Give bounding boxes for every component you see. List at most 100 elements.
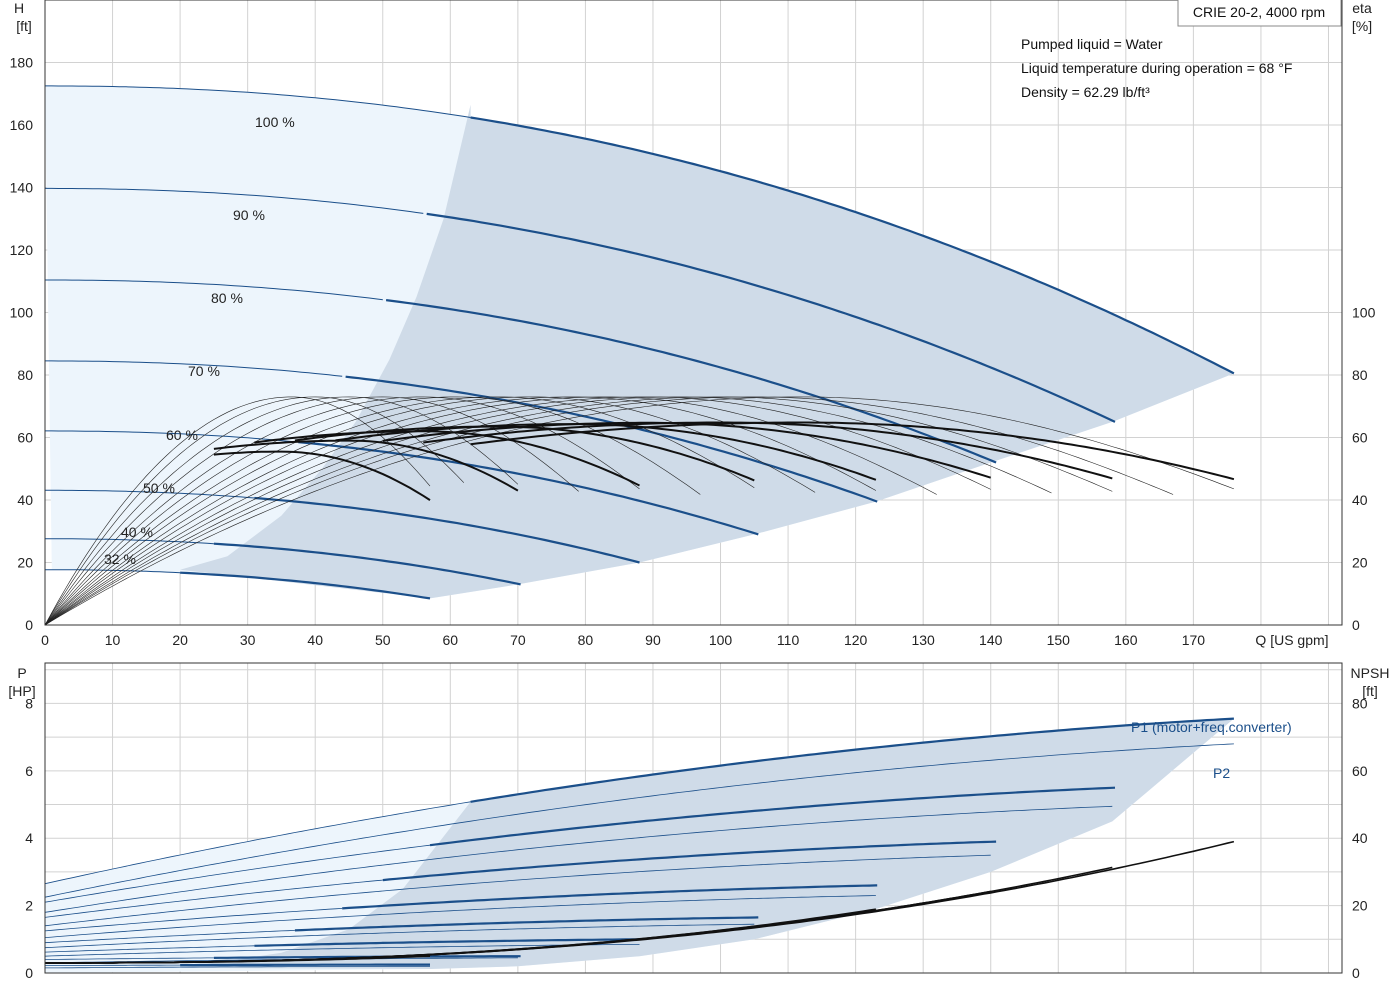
npsh-curve bbox=[45, 955, 431, 964]
p1-series-label: P1 (motor+freq.converter) bbox=[1131, 719, 1292, 735]
top-right-axis-unit-2: [%] bbox=[1352, 18, 1372, 34]
bottom-right-axis-unit-2: [ft] bbox=[1362, 683, 1378, 699]
x-tick-label: 0 bbox=[41, 632, 49, 648]
x-axis-label: Q [US gpm] bbox=[1255, 632, 1328, 648]
p2-curve bbox=[45, 965, 430, 969]
x-tick-label: 170 bbox=[1182, 632, 1206, 648]
left-tick-label: 120 bbox=[10, 242, 34, 258]
speed-label: 100 % bbox=[255, 114, 295, 130]
speed-label: 60 % bbox=[166, 427, 198, 443]
x-tick-label: 70 bbox=[510, 632, 526, 648]
operating-area bbox=[180, 718, 1234, 969]
x-tick-label: 80 bbox=[578, 632, 594, 648]
head-curve-thin bbox=[45, 538, 214, 545]
p2-series-label: P2 bbox=[1213, 765, 1230, 781]
efficiency-curve-thin bbox=[44, 396, 1235, 626]
x-tick-label: 50 bbox=[375, 632, 391, 648]
efficiency-curve-thin bbox=[44, 396, 991, 626]
head-curve-thin bbox=[45, 187, 424, 214]
left-tick-label: 180 bbox=[10, 55, 34, 71]
p1-curve bbox=[180, 963, 430, 967]
head-efficiency-plot: 0 20 40 60 80 100 120 140 160 180 0 20 40 60 80 100 0 10 2… bbox=[10, 0, 1376, 648]
top-tick-labels: 0 20 40 60 80 100 120 140 160 180 0 20 40 60 80 100 0 10 2… bbox=[10, 55, 1376, 649]
x-tick-label: 120 bbox=[844, 632, 868, 648]
p2-curve bbox=[44, 743, 1234, 898]
left-tick-label: 0 bbox=[25, 965, 33, 981]
p1-curve-thin bbox=[44, 908, 343, 932]
bottom-right-axis-unit-1: NPSH bbox=[1351, 665, 1390, 681]
p1-curve bbox=[342, 884, 878, 910]
efficiency-curve-thin bbox=[44, 396, 519, 626]
left-tick-label: 0 bbox=[25, 617, 33, 633]
density-label: Density = 62.29 lb/ft³ bbox=[1021, 84, 1150, 100]
bottom-curves bbox=[44, 717, 1235, 969]
model-label: CRIE 20-2, 4000 rpm bbox=[1193, 4, 1325, 20]
left-tick-label: 140 bbox=[10, 180, 34, 196]
right-tick-label: 80 bbox=[1352, 695, 1368, 711]
head-curve bbox=[180, 571, 431, 600]
right-tick-label: 40 bbox=[1352, 830, 1368, 846]
x-tick-label: 30 bbox=[240, 632, 256, 648]
left-tick-label: 20 bbox=[17, 555, 33, 571]
x-tick-label: 20 bbox=[172, 632, 188, 648]
p1-curve-thin bbox=[44, 945, 255, 953]
head-curve-thin bbox=[45, 430, 295, 443]
p1-curve bbox=[254, 938, 640, 947]
top-curves bbox=[44, 85, 1235, 626]
speed-label: 70 % bbox=[188, 363, 220, 379]
top-left-axis-unit-1: H bbox=[14, 0, 24, 16]
x-tick-label: 60 bbox=[443, 632, 459, 648]
top-operating-area bbox=[45, 85, 1234, 599]
speed-label: 80 % bbox=[211, 290, 243, 306]
liquid-label: Pumped liquid = Water bbox=[1021, 36, 1163, 52]
top-right-axis-unit-1: eta bbox=[1352, 0, 1372, 16]
p2-curve bbox=[44, 923, 755, 949]
bottom-operating-area bbox=[45, 718, 1234, 973]
head-curve bbox=[254, 496, 640, 564]
left-tick-label: 60 bbox=[17, 430, 33, 446]
left-tick-label: 160 bbox=[10, 117, 34, 133]
p1-curve bbox=[382, 840, 997, 882]
efficiency-curve bbox=[254, 430, 640, 487]
efficiency-curve-thin bbox=[44, 396, 1052, 626]
x-tick-label: 160 bbox=[1114, 632, 1138, 648]
p1-curve-thin bbox=[44, 930, 295, 944]
operating-area bbox=[180, 104, 1234, 599]
p2-curve bbox=[44, 805, 1113, 913]
x-tick-label: 10 bbox=[105, 632, 121, 648]
right-tick-label: 60 bbox=[1352, 430, 1368, 446]
bottom-plot-frame bbox=[44, 662, 1343, 974]
right-tick-label: 20 bbox=[1352, 555, 1368, 571]
bottom-left-axis-unit-1: P bbox=[17, 665, 26, 681]
efficiency-curve bbox=[213, 450, 431, 501]
efficiency-curve-thin bbox=[44, 396, 431, 626]
p1-curve-thin bbox=[45, 964, 181, 966]
right-tick-label: 0 bbox=[1352, 965, 1360, 981]
x-tick-label: 100 bbox=[709, 632, 733, 648]
right-tick-label: 60 bbox=[1352, 763, 1368, 779]
p2-curve bbox=[44, 854, 991, 927]
left-tick-label: 8 bbox=[25, 695, 33, 711]
x-tick-label: 90 bbox=[645, 632, 661, 648]
head-curve-thin bbox=[45, 279, 383, 301]
efficiency-curve-thin bbox=[44, 396, 937, 626]
model-box bbox=[1177, 0, 1342, 27]
x-tick-label: 110 bbox=[777, 632, 800, 648]
efficiency-curve bbox=[470, 421, 1235, 481]
temperature-label: Liquid temperature during operation = 68… bbox=[1021, 60, 1292, 76]
x-tick-label: 40 bbox=[307, 632, 323, 648]
p1-curve-thin bbox=[44, 801, 471, 885]
top-left-axis-unit-2: [ft] bbox=[16, 18, 32, 34]
head-curve-thin bbox=[45, 85, 471, 118]
speed-label: 32 % bbox=[104, 551, 136, 567]
head-curve bbox=[298, 441, 759, 536]
x-tick-label: 150 bbox=[1047, 632, 1071, 648]
p1-curve bbox=[470, 717, 1234, 803]
speed-labels: 100 % 90 % 80 % 70 % 60 % 50 % 40 % 32 % bbox=[104, 114, 295, 567]
right-tick-label: 40 bbox=[1352, 492, 1368, 508]
speed-label: 50 % bbox=[143, 480, 175, 496]
head-curve bbox=[213, 542, 521, 586]
